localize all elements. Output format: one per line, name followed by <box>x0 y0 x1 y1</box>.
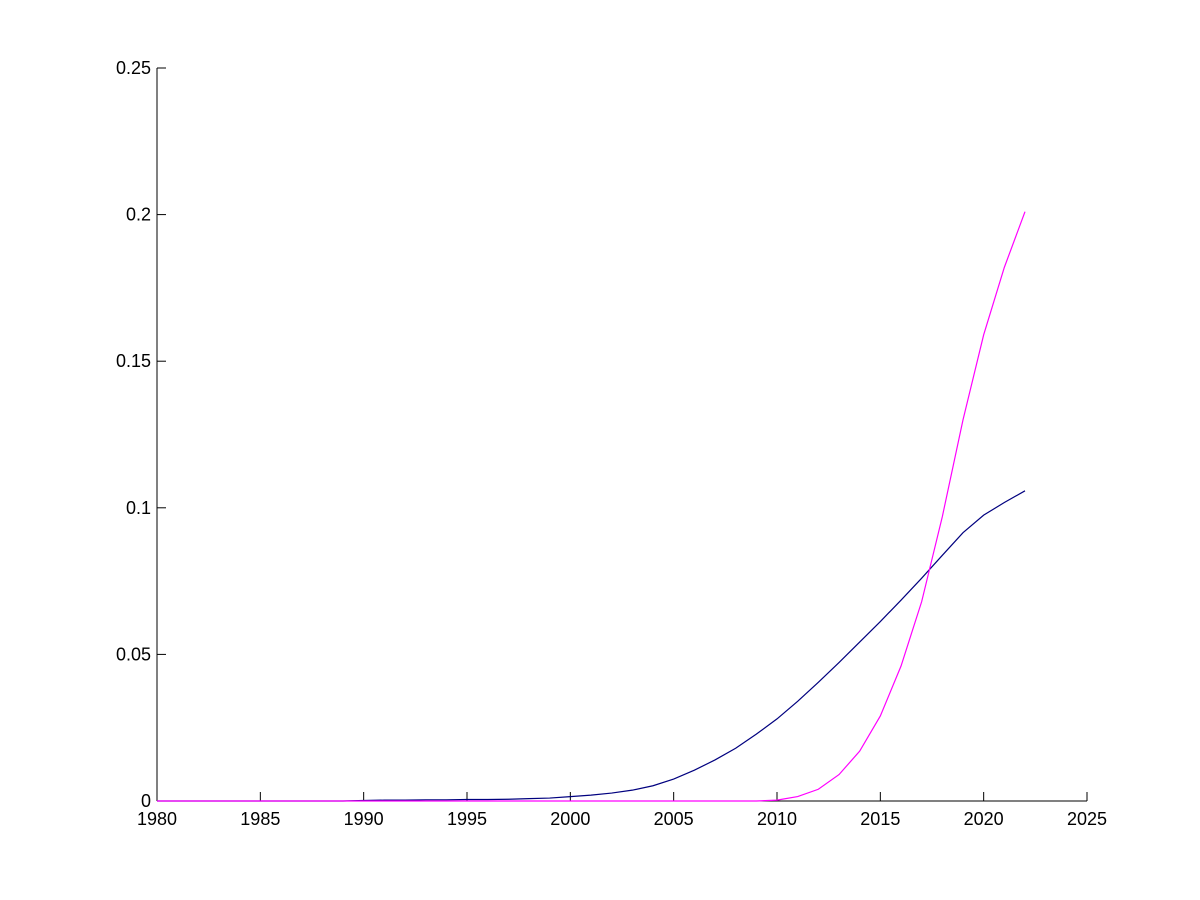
line <box>157 490 1026 802</box>
y-tick-label: 0.15 <box>116 351 151 371</box>
y-tick-label: 0.2 <box>126 205 151 225</box>
x-tick-label: 2020 <box>964 809 1004 829</box>
x-tick-label: 2015 <box>860 809 900 829</box>
x-tick-label: 1980 <box>137 809 177 829</box>
line <box>157 211 1026 802</box>
y-tick-label: 0.25 <box>116 58 151 78</box>
x-tick-label: 1990 <box>344 809 384 829</box>
x-tick-label: 2025 <box>1067 809 1107 829</box>
y-tick-label: 0.05 <box>116 644 151 664</box>
x-tick-label: 1995 <box>447 809 487 829</box>
x-tick-label: 1985 <box>240 809 280 829</box>
x-tick-label: 2005 <box>654 809 694 829</box>
y-tick-label: 0 <box>141 791 151 811</box>
y-tick-label: 0.1 <box>126 498 151 518</box>
x-tick-label: 2010 <box>757 809 797 829</box>
x-tick-label: 2000 <box>550 809 590 829</box>
